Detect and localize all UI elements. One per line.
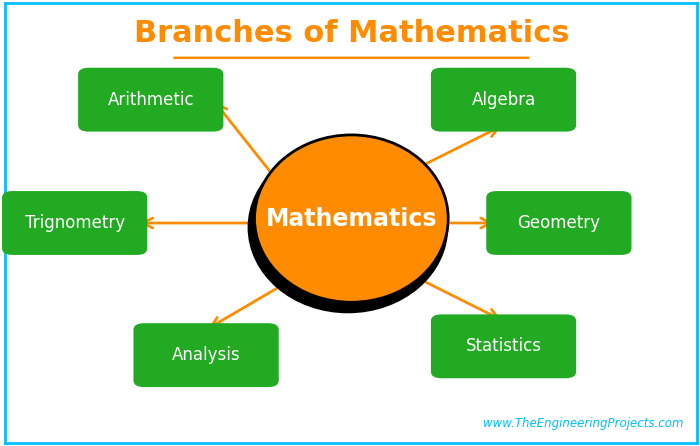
Text: Statistics: Statistics xyxy=(466,337,542,355)
Text: Algebra: Algebra xyxy=(471,91,536,109)
Text: Geometry: Geometry xyxy=(517,214,601,232)
Text: Analysis: Analysis xyxy=(172,346,240,364)
Ellipse shape xyxy=(248,141,448,313)
Text: Branches of Mathematics: Branches of Mathematics xyxy=(134,19,569,48)
Text: Arithmetic: Arithmetic xyxy=(107,91,194,109)
Ellipse shape xyxy=(255,135,448,302)
FancyBboxPatch shape xyxy=(134,323,279,387)
Text: Mathematics: Mathematics xyxy=(265,206,437,231)
FancyBboxPatch shape xyxy=(2,191,147,255)
FancyBboxPatch shape xyxy=(431,68,576,132)
FancyBboxPatch shape xyxy=(486,191,631,255)
Text: www.TheEngineeringProjects.com: www.TheEngineeringProjects.com xyxy=(483,417,683,430)
FancyBboxPatch shape xyxy=(431,314,576,378)
FancyBboxPatch shape xyxy=(78,68,223,132)
Text: Trignometry: Trignometry xyxy=(25,214,125,232)
